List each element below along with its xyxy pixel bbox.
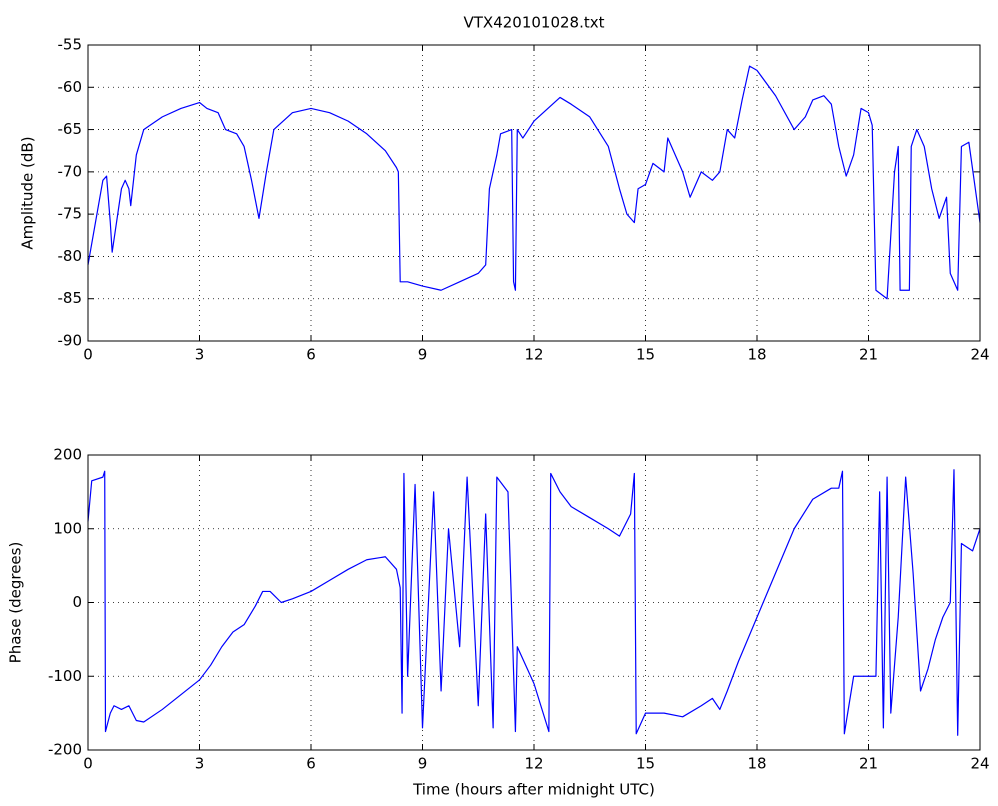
y-tick-label: -85 bbox=[58, 289, 83, 307]
x-tick-label: 15 bbox=[636, 346, 655, 364]
y-tick-label: -75 bbox=[58, 205, 83, 223]
y-tick-label: -100 bbox=[48, 667, 82, 685]
x-tick-label: 18 bbox=[747, 346, 766, 364]
y-tick-label: -90 bbox=[58, 332, 83, 350]
chart-title: VTX420101028.txt bbox=[464, 14, 605, 32]
x-tick-label: 9 bbox=[418, 346, 428, 364]
x-tick-label: 15 bbox=[636, 755, 655, 773]
y-tick-label: -200 bbox=[48, 741, 82, 759]
y-tick-label: -70 bbox=[58, 162, 83, 180]
plot-frame bbox=[87, 454, 981, 751]
x-tick-label: 12 bbox=[524, 346, 543, 364]
x-tick-label: 3 bbox=[195, 755, 205, 773]
y-tick-label: -80 bbox=[58, 247, 83, 265]
data-line bbox=[87, 469, 981, 736]
y-tick-label: -55 bbox=[58, 36, 83, 54]
data-line bbox=[87, 65, 981, 300]
x-tick-label: 6 bbox=[306, 755, 316, 773]
x-tick-label: 24 bbox=[970, 755, 989, 773]
x-tick-label: 0 bbox=[83, 755, 93, 773]
y-tick-label: 0 bbox=[72, 593, 82, 611]
y-tick-label: -65 bbox=[58, 120, 83, 138]
x-tick-label: 3 bbox=[195, 346, 205, 364]
x-tick-label: 24 bbox=[970, 346, 989, 364]
x-tick-label: 9 bbox=[418, 755, 428, 773]
y-tick-label: 200 bbox=[53, 446, 82, 464]
x-tick-label: 6 bbox=[306, 346, 316, 364]
y-axis-label: Phase (degrees) bbox=[7, 542, 25, 664]
plot-frame bbox=[87, 44, 981, 342]
x-tick-label: 12 bbox=[524, 755, 543, 773]
x-tick-label: 18 bbox=[747, 755, 766, 773]
x-tick-label: 21 bbox=[859, 346, 878, 364]
x-tick-label: 21 bbox=[859, 755, 878, 773]
y-tick-label: -60 bbox=[58, 78, 83, 96]
x-tick-label: 0 bbox=[83, 346, 93, 364]
y-axis-label: Amplitude (dB) bbox=[19, 136, 37, 249]
y-tick-label: 100 bbox=[53, 519, 82, 537]
x-axis-label: Time (hours after midnight UTC) bbox=[412, 781, 655, 799]
